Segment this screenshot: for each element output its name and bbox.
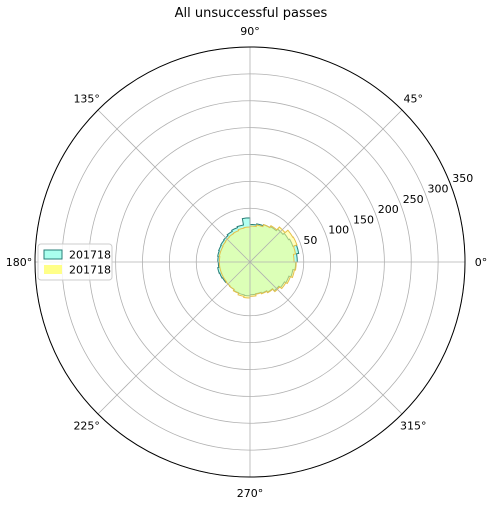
grid-spoke-135 [97,109,251,263]
radial-tick-label-100: 100 [328,224,349,237]
grid-spoke-225 [97,261,251,415]
grid-layer [34,46,466,478]
angle-tick-label-0: 0° [475,256,488,269]
radial-tick-label-150: 150 [353,213,374,226]
grid-spoke-45 [249,109,403,263]
bars-layer [217,217,300,299]
angle-tick-label-135: 135° [73,93,100,106]
angle-tick-label-45: 45° [404,93,424,106]
angle-tick-label-225: 225° [73,419,100,432]
radial-tick-label-200: 200 [378,203,399,216]
legend: 201718 201718 [37,243,113,281]
legend-swatch-1 [43,249,63,260]
ticks-layer: 0° 45° 90° 135° 180° 225° 270° 315° 50 100 150 200 2… [6,25,488,500]
legend-label-1: 201718 [69,249,111,262]
series-2-bars [218,223,298,299]
radial-tick-label-300: 300 [428,183,449,196]
angle-tick-label-270: 270° [237,487,264,500]
radial-tick-label-250: 250 [403,193,424,206]
legend-swatch-2 [44,265,62,274]
polar-frame [34,46,466,478]
angle-tick-label-315: 315° [400,419,427,432]
radial-tick-label-50: 50 [303,234,317,247]
grid-spoke-315 [249,261,403,415]
angle-tick-label-90: 90° [240,25,260,38]
radial-tick-label-350: 350 [452,172,473,185]
angle-tick-label-180: 180° [6,256,33,269]
chart-title: All unsuccessful passes [175,6,328,21]
legend-label-2: 201718 [69,264,111,277]
